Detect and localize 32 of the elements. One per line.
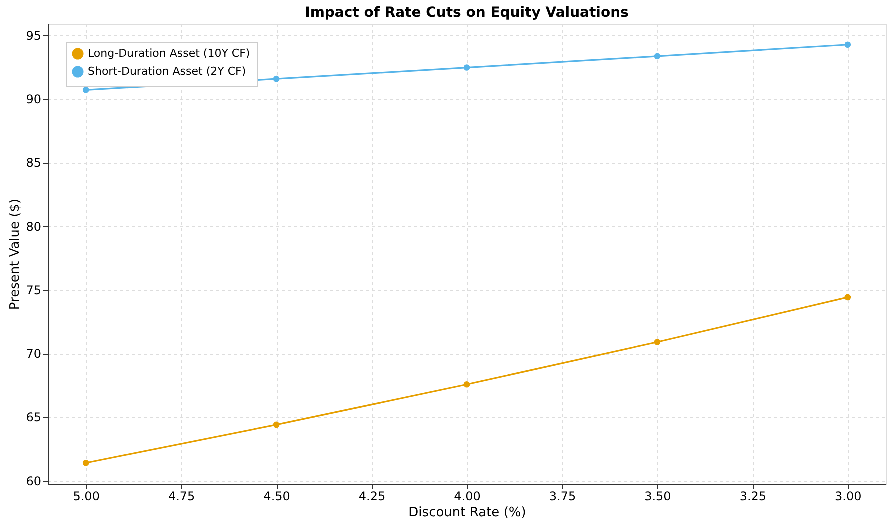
point: [464, 381, 470, 388]
x-tick-label: 5.00: [73, 490, 100, 504]
point: [844, 42, 852, 48]
point: [273, 76, 280, 82]
x-tick-label: 4.25: [358, 490, 386, 504]
point: [844, 294, 852, 301]
x-tick-label: 4.00: [454, 490, 481, 504]
x-tick-label: 3.75: [549, 490, 576, 504]
chart-title: Impact of Rate Cuts on Equity Valuations: [305, 5, 629, 21]
point: [654, 339, 661, 346]
y-tick-label: 60: [26, 474, 42, 488]
x-axis-title: Discount Rate (%): [408, 506, 526, 520]
point: [273, 422, 280, 428]
y-tick-label: 80: [26, 220, 42, 234]
y-tick-label: 95: [26, 28, 42, 43]
x-tick-label: 3.00: [835, 490, 862, 504]
legend-label: Short-Duration Asset (2Y CF): [88, 65, 246, 78]
y-tick-label: 70: [26, 347, 42, 362]
point: [82, 87, 90, 94]
y-tick-label: 85: [26, 156, 42, 170]
point: [654, 53, 661, 60]
x-tick-label: 4.50: [264, 490, 290, 504]
y-tick-label: 75: [26, 283, 42, 298]
x-tick-label: 3.25: [740, 490, 767, 504]
y-tick-label: 65: [26, 410, 42, 425]
point: [82, 460, 90, 466]
y-tick-label: 90: [26, 92, 42, 107]
x-tick-label: 3.50: [644, 490, 672, 504]
point: [464, 64, 470, 71]
y-axis-title: Present Value ($): [8, 198, 24, 310]
x-tick-label: 4.75: [168, 490, 196, 504]
legend-label: Long-Duration Asset (10Y CF): [88, 47, 250, 60]
